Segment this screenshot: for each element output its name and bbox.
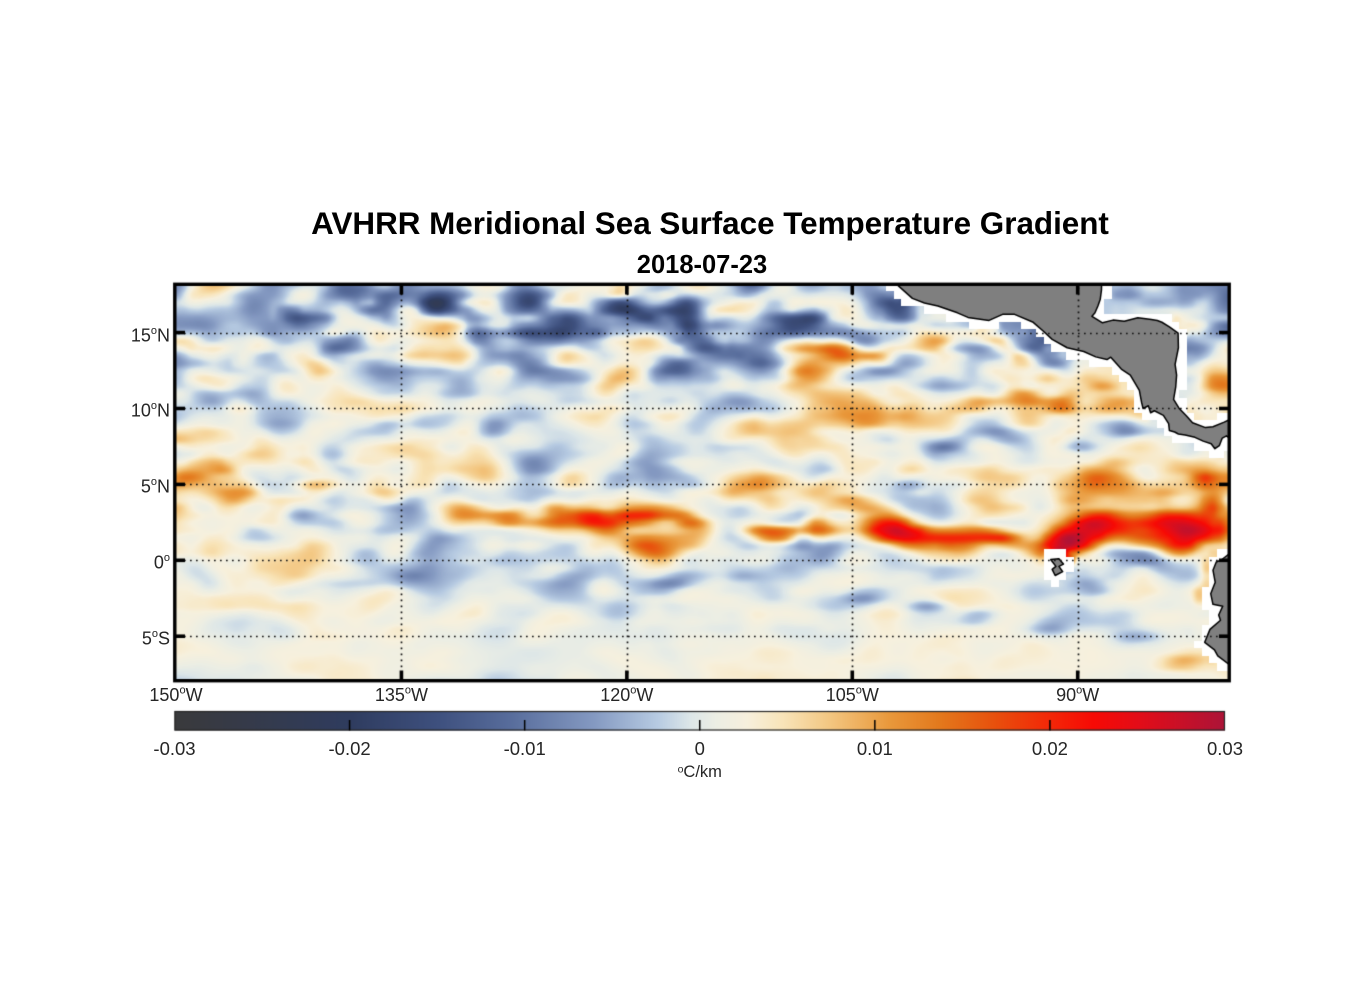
colorbar-tick-label: -0.03 bbox=[153, 738, 196, 759]
degree-symbol: o bbox=[179, 684, 186, 697]
degree-symbol: o bbox=[150, 324, 157, 337]
tick-value: 5 bbox=[140, 476, 151, 497]
degree-symbol: o bbox=[855, 684, 862, 697]
colorbar-tick-label: -0.02 bbox=[328, 738, 371, 759]
colorbar-tick-label: 0.02 bbox=[1031, 738, 1068, 759]
tick-value: 150 bbox=[149, 685, 180, 705]
x-tick-label: 105oW bbox=[826, 685, 879, 706]
tick-value: 120 bbox=[600, 685, 631, 705]
tick-value: 0 bbox=[153, 552, 164, 573]
x-tick-label: 135oW bbox=[375, 685, 428, 706]
colorbar-tick-label: 0.03 bbox=[1206, 738, 1244, 759]
tick-suffix: S bbox=[157, 628, 170, 649]
y-tick-label: 5oS bbox=[142, 629, 170, 650]
tick-suffix: W bbox=[185, 685, 203, 705]
x-tick-label: 120oW bbox=[600, 685, 653, 706]
x-tick-label: 90oW bbox=[1056, 685, 1099, 706]
tick-value: 135 bbox=[374, 685, 405, 705]
y-tick-label: 0o bbox=[154, 553, 170, 574]
degree-symbol: o bbox=[150, 476, 157, 489]
tick-value: 90 bbox=[1056, 685, 1077, 705]
degree-symbol: o bbox=[150, 400, 157, 413]
tick-value: 105 bbox=[825, 685, 856, 705]
degree-symbol: o bbox=[1076, 684, 1083, 697]
tick-suffix: N bbox=[157, 400, 170, 421]
degree-symbol: o bbox=[404, 684, 412, 697]
plot-subtitle: 2018-07-23 bbox=[636, 251, 768, 280]
tick-suffix: W bbox=[1082, 685, 1100, 705]
unit-text: C/km bbox=[683, 762, 722, 781]
x-tick-label: 150oW bbox=[149, 685, 202, 706]
tick-value: 10 bbox=[130, 400, 151, 421]
tick-suffix: W bbox=[636, 685, 654, 705]
colorbar-unit-label: oC/km bbox=[678, 763, 722, 782]
plot-title: AVHRR Meridional Sea Surface Temperature… bbox=[311, 206, 1109, 241]
colorbar-tick-label: 0 bbox=[694, 738, 705, 759]
degree-symbol: o bbox=[163, 552, 170, 565]
tick-value: 5 bbox=[141, 628, 152, 649]
y-tick-label: 10oN bbox=[131, 401, 170, 422]
degree-symbol: o bbox=[630, 684, 637, 697]
tick-value: 15 bbox=[130, 325, 151, 346]
degree-symbol: o bbox=[677, 763, 684, 776]
y-tick-label: 5oN bbox=[141, 477, 170, 498]
tick-suffix: W bbox=[411, 685, 429, 705]
tick-suffix: N bbox=[157, 325, 170, 346]
degree-symbol: o bbox=[151, 628, 158, 641]
y-tick-label: 15oN bbox=[131, 325, 170, 346]
colorbar-tick-label: -0.01 bbox=[503, 738, 546, 759]
tick-suffix: W bbox=[861, 685, 879, 705]
tick-suffix: N bbox=[157, 476, 170, 497]
colorbar-tick-label: 0.01 bbox=[856, 738, 893, 759]
